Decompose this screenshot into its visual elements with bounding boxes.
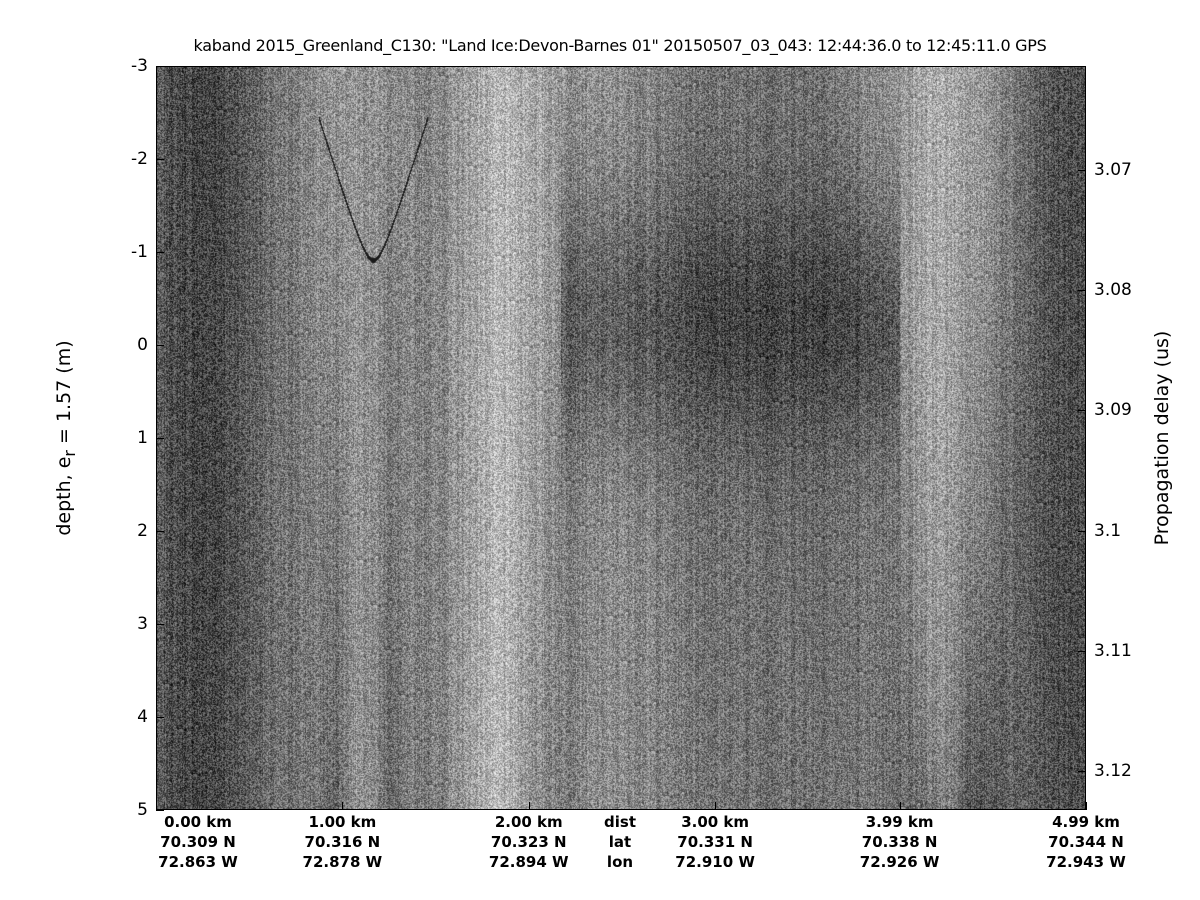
x-tick-label: 3.99 km 70.338 N 72.926 W [860,812,940,872]
x-tick [528,802,530,810]
y-tick-left [156,810,164,811]
y-tick-right [1078,410,1086,412]
x-tick [342,802,344,810]
y-tick-left [156,252,164,253]
x-tick-text: 2.00 km [494,813,563,831]
y-tick-left [156,345,164,346]
y-label-text: depth, e [53,456,76,536]
x-tick-text: 72.943 W [1046,853,1126,871]
y-tick-right [1078,651,1086,653]
y-tick-left-label: 3 [137,614,148,634]
x-tick-text: lat [608,833,632,851]
y-label-suffix: = 1.57 (m) [53,340,76,451]
y-axis-right-label: Propagation delay (us) [1151,330,1173,546]
y-tick-left [156,66,164,67]
x-tick-label: 3.00 km 70.331 N 72.910 W [675,812,755,872]
y-tick-left-label: 2 [137,521,148,541]
x-tick-text: 70.323 N [490,833,567,851]
y-tick-right [1078,169,1086,171]
y-tick-right [1078,530,1086,532]
x-tick [1086,802,1087,810]
x-tick-label: 0.00 km 70.309 N 72.863 W [158,812,238,872]
x-tick-label: 4.99 km 70.344 N 72.943 W [1046,812,1126,872]
x-tick [715,802,717,810]
y-axis-left-label: depth, er = 1.57 (m) [53,340,79,535]
x-tick-text: 3.00 km [681,813,750,831]
plot-area [156,66,1086,810]
x-tick-text: 70.331 N [677,833,753,851]
y-tick-left [156,438,164,439]
y-tick-right-label: 3.08 [1094,279,1132,300]
x-tick [156,802,157,810]
y-tick-left-label: -3 [131,56,148,76]
y-tick-right-label: 3.11 [1094,641,1132,662]
x-tick-text: 70.344 N [1048,833,1124,851]
x-tick-text: dist [604,813,636,831]
x-tick-text: 70.316 N [304,833,381,851]
y-tick-left-label: 5 [137,800,148,820]
x-tick-text: 70.309 N [160,833,236,851]
x-tick [899,802,901,810]
x-tick-text: 72.894 W [488,853,569,871]
y-tick-left [156,624,164,625]
y-tick-right-label: 3.07 [1094,159,1132,180]
y-tick-left-label: 1 [137,428,148,448]
x-tick-text: 4.99 km [1052,813,1120,831]
x-tick-text: 72.863 W [158,853,238,871]
y-tick-left [156,159,164,160]
y-tick-right-label: 3.1 [1094,520,1122,541]
y-label-subscript: r [59,450,79,457]
x-tick-text: 1.00 km [308,813,377,831]
y-tick-right-label: 3.09 [1094,400,1132,421]
y-tick-left-label: 4 [137,707,148,727]
x-tick-text: 72.910 W [675,853,755,871]
x-tick-label: 2.00 km 70.323 N 72.894 W [489,812,569,872]
y-tick-left-label: 0 [137,335,148,355]
x-tick-text: lon [606,853,634,871]
x-tick-text: 70.338 N [861,833,938,851]
y-tick-left-label: -2 [131,149,148,169]
y-tick-right [1078,771,1086,773]
y-tick-left-label: -1 [131,242,148,262]
echogram-image [156,66,1086,810]
chart-title: kaband 2015_Greenland_C130: "Land Ice:De… [193,36,1047,55]
x-tick-text: 72.926 W [859,853,940,871]
x-tick-label: 1.00 km 70.316 N 72.878 W [303,812,383,872]
x-tick-text: 72.878 W [302,853,383,871]
y-tick-left [156,531,164,532]
y-tick-right [1078,289,1086,291]
x-tick-text: 0.00 km [164,813,232,831]
y-tick-left [156,717,164,718]
x-tick-text: 3.99 km [865,813,934,831]
x-row-labels: dist lat lon [604,812,636,872]
y-tick-right-label: 3.12 [1094,761,1132,782]
